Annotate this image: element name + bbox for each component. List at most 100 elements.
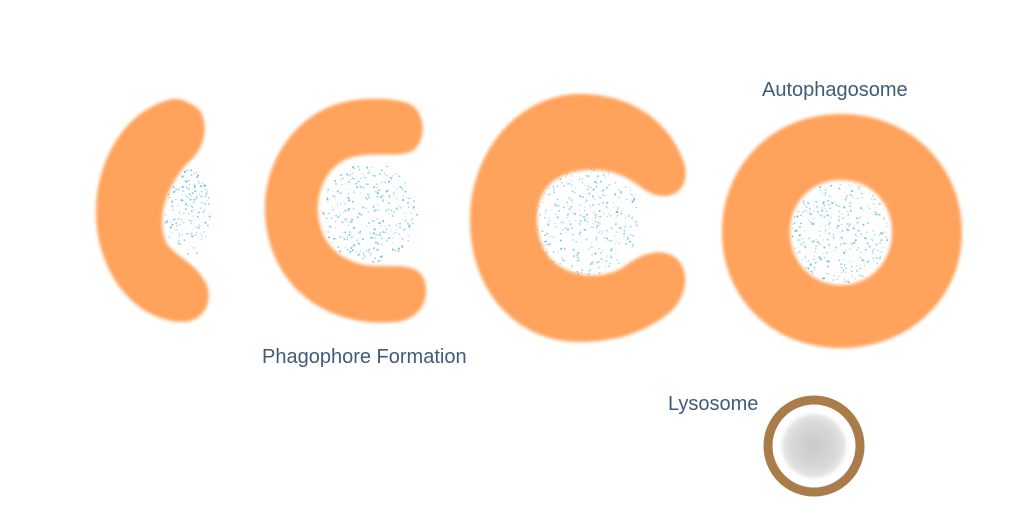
cargo-particle [566,217,568,219]
cargo-particle [172,185,175,188]
cargo-particle [573,250,576,252]
cargo-particle [850,270,853,273]
cargo-particle [587,217,589,220]
cargo-particle [380,243,383,246]
cargo-particle [341,221,344,224]
cargo-particle [598,210,601,212]
cargo-particle [195,171,197,173]
cargo-particle [595,185,598,188]
cargo-particle [197,226,200,229]
cargo-particle [606,255,609,257]
cargo-particle [635,221,638,223]
cargo-particle [802,200,805,203]
cargo-particle [169,221,171,223]
cargo-particle [363,255,365,257]
cargo-particle [206,193,208,196]
cargo-particle [185,186,188,189]
cargo-particle [846,227,848,229]
cargo-particle [563,206,565,209]
cargo-particle [871,250,874,253]
cargo-particle [334,237,337,240]
cargo-particle [566,228,569,231]
cargo-particle [626,237,629,240]
cargo-particle [578,204,581,207]
cargo-particle [405,215,407,217]
cargo-particle [859,267,861,270]
cargo-particle [351,218,354,221]
cargo-particle [198,217,200,220]
cargo-particle [567,197,570,200]
cargo-particle [193,184,196,187]
cargo-particle [377,241,379,243]
cargo-particle [848,229,851,232]
cargo-particle [193,186,196,189]
cargo-particle [571,190,574,193]
cargo-particle [848,225,850,228]
cargo-particle [632,194,635,197]
cargo-particle [597,266,600,269]
cargo-particle [618,196,621,199]
cargo-particle [828,195,831,197]
cargo-particle [337,216,340,218]
cargo-particle [843,264,846,266]
cargo-particle [815,205,818,208]
cargo-particle [602,231,604,233]
cargo-particle [599,258,601,260]
cargo-particle [586,224,588,226]
cargo-particle [350,178,352,181]
cargo-particle [194,219,196,221]
cargo-particle [839,231,841,233]
cargo-particle [568,220,570,222]
cargo-particle [367,198,369,201]
cargo-particle [539,214,542,216]
cargo-particle [177,242,180,245]
cargo-particle [187,232,189,235]
cargo-particle [413,209,415,211]
cargo-particle [840,271,843,274]
cargo-particle [846,222,849,226]
cargo-particle [387,208,390,211]
cargo-particle [350,170,352,172]
cargo-particle [875,212,878,214]
cargo-particle [578,232,580,234]
cargo-particle [385,209,387,212]
cargo-particle [375,208,378,211]
cargo-particle [174,218,176,220]
cargo-particle [323,213,325,215]
cargo-particle [548,220,550,222]
cargo-particle [579,176,581,178]
cargo-particle [199,233,201,235]
cargo-particle [803,245,806,248]
cargo-particle [359,232,361,235]
cargo-particle [618,242,620,244]
cargo-particle [840,266,843,269]
cargo-particle [592,197,594,199]
cargo-particle [362,238,365,241]
cargo-particle [631,200,634,203]
cargo-particle [182,186,185,188]
cargo-particle [795,229,797,232]
cargo-particle [623,235,625,237]
cargo-particle [809,263,812,266]
cargo-particle [587,175,590,178]
cargo-particle [838,210,841,213]
cargo-particle [591,242,593,244]
cargo-particle [815,245,818,248]
cargo-particle [853,227,855,230]
cargo-particle [362,173,364,175]
cargo-particle [607,265,611,268]
cargo-particle [849,260,851,262]
cargo-particle [821,207,823,209]
cargo-particle [397,233,400,235]
cargo-particle [374,257,376,260]
cargo-particle [416,213,419,216]
cargo-particle [194,233,197,236]
cargo-particle [818,257,821,260]
cargo-particle [358,213,360,215]
cargo-particle [201,201,203,204]
cargo-particle [356,176,358,177]
cargo-particle [856,265,858,267]
cargo-particle [585,213,589,216]
cargo-particle [390,179,392,181]
